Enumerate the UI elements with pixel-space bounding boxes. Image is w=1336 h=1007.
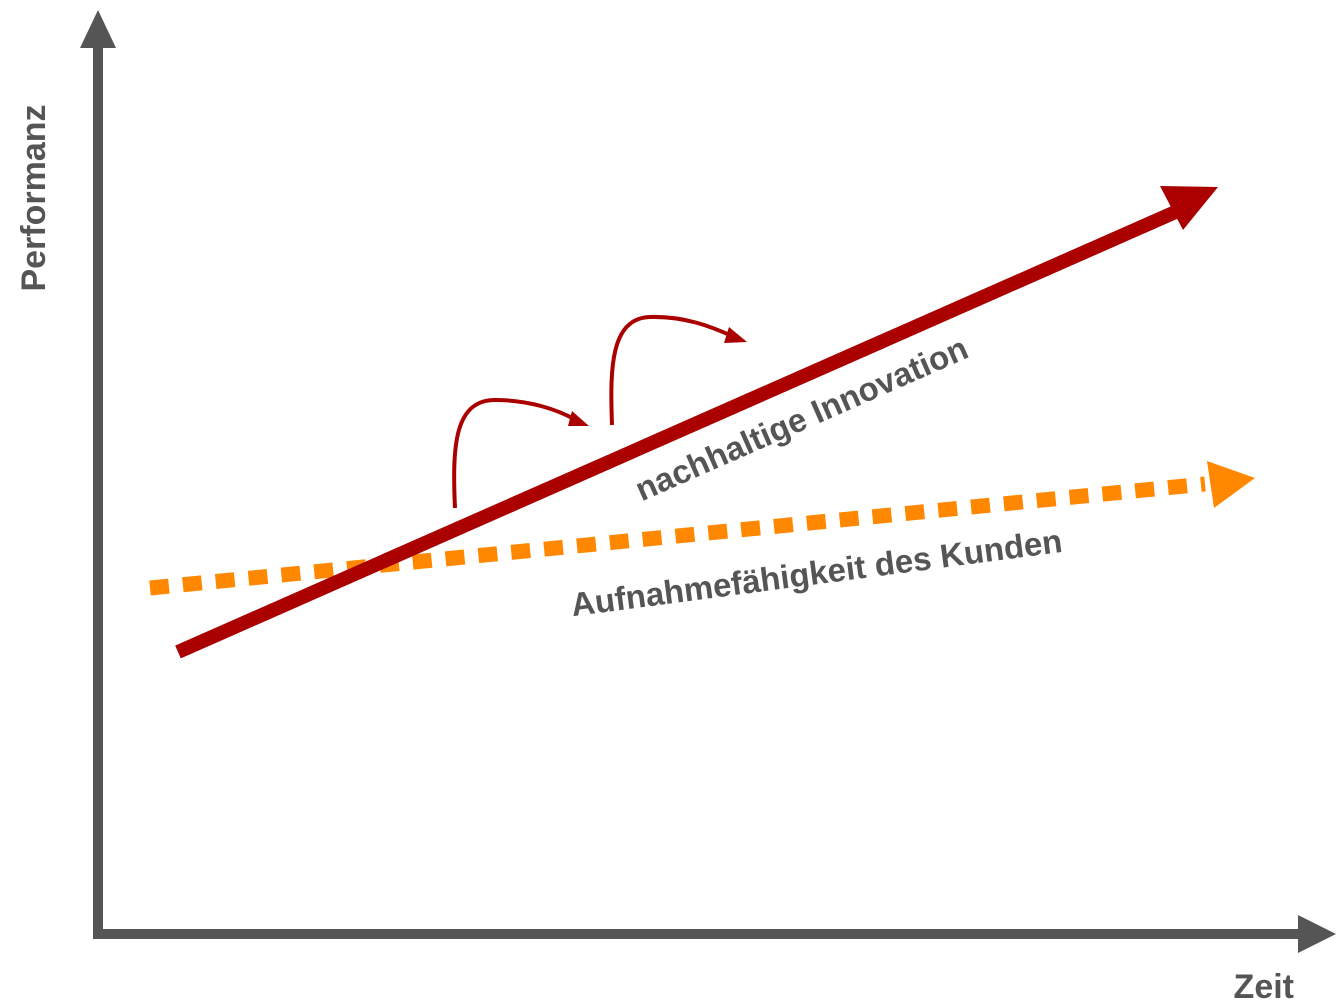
improvement-hop-2-curve	[609, 314, 733, 426]
improvement-hop-1	[452, 397, 589, 509]
customer-absorption-trajectory	[149, 461, 1255, 596]
sustaining-innovation-label: nachhaltige Innovation	[629, 329, 973, 508]
sustaining-innovation-trajectory	[175, 186, 1218, 659]
customer-absorption-arrowhead	[1207, 461, 1255, 508]
improvement-hop-2-arrowhead	[724, 327, 747, 343]
sustaining-innovation-line	[175, 203, 1183, 659]
y-axis-arrowhead	[80, 10, 116, 48]
sustaining-innovation-arrowhead	[1160, 186, 1218, 230]
customer-absorption-line	[149, 476, 1206, 596]
improvement-hop-1-curve	[452, 397, 577, 509]
improvement-hop-2	[609, 314, 747, 426]
x-axis-label: Zeit	[1234, 968, 1294, 1006]
x-axis	[93, 915, 1336, 953]
improvement-hop-1-arrowhead	[568, 411, 589, 426]
x-axis-arrowhead	[1298, 915, 1336, 953]
y-axis-label: Performanz	[15, 104, 53, 291]
y-axis	[80, 10, 116, 936]
